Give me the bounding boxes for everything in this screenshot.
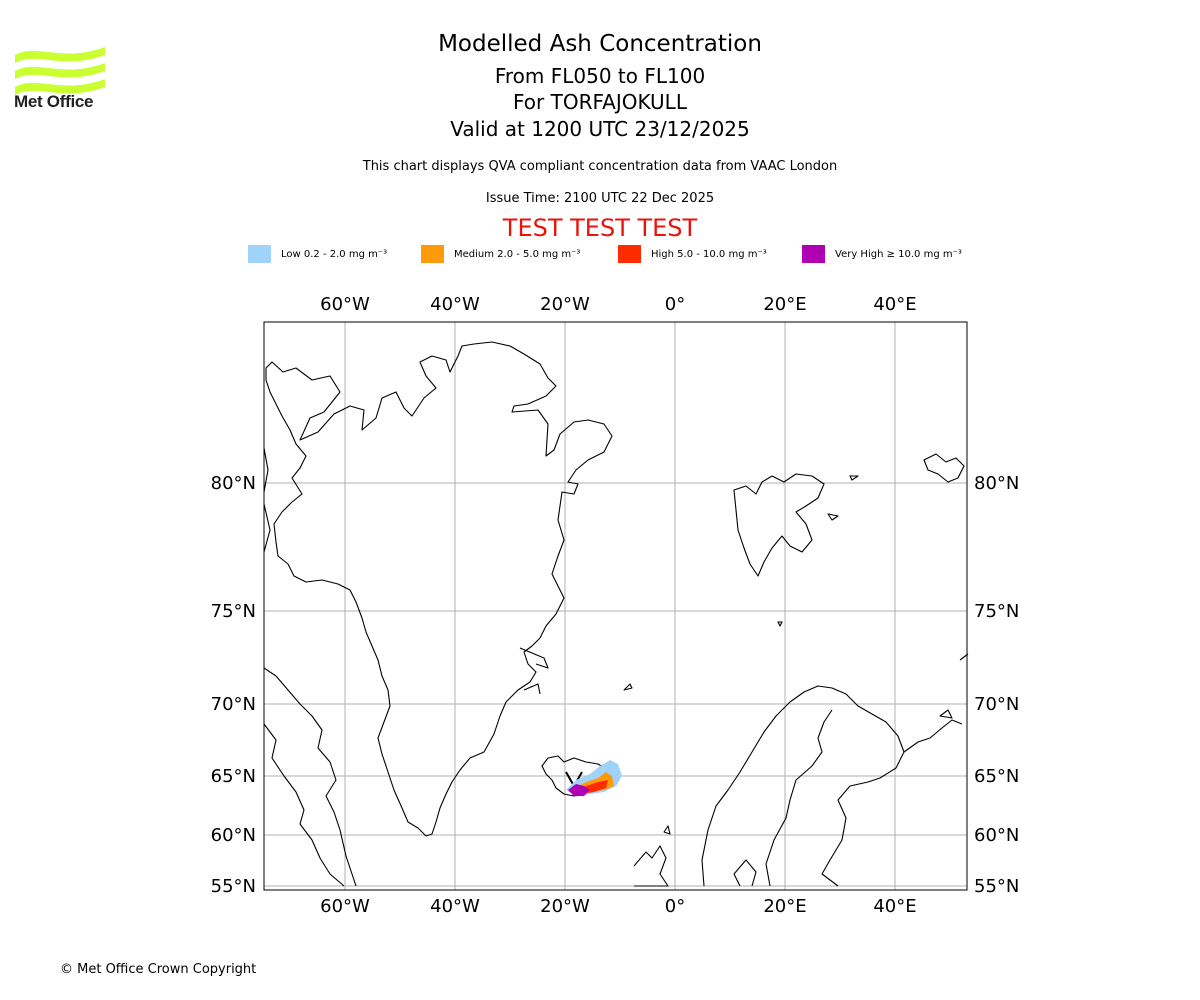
lon-label-20e: 20°E — [763, 294, 806, 315]
chart-description: This chart displays QVA compliant concen… — [362, 159, 838, 174]
greenland-coastline — [265, 341, 613, 837]
legend-swatch-high — [618, 245, 641, 263]
lat-label-70n-right: 70°N — [974, 694, 1019, 715]
legend-label-low: Low 0.2 - 2.0 mg m⁻³ — [281, 248, 388, 260]
valid-time: Valid at 1200 UTC 23/12/2025 — [450, 117, 750, 141]
jan-mayen-coastline — [623, 683, 633, 691]
legend-swatch-low — [248, 245, 271, 263]
legend-label-high: High 5.0 - 10.0 mg m⁻³ — [651, 248, 767, 260]
coastlines — [263, 341, 969, 887]
scandinavia-coastline — [701, 685, 905, 887]
greenland-inner-fjord — [519, 647, 549, 695]
lon-label-20e-bottom: 20°E — [763, 896, 806, 917]
lon-label-60w-bottom: 60°W — [320, 896, 370, 917]
lat-label-80n-right: 80°N — [974, 473, 1019, 494]
legend-item-very-high: Very High ≥ 10.0 mg m⁻³ — [802, 244, 962, 264]
lon-label-20w-bottom: 20°W — [540, 896, 590, 917]
lat-label-70n: 70°N — [211, 694, 256, 715]
lat-label-75n: 75°N — [211, 601, 256, 622]
test-banner: TEST TEST TEST — [502, 214, 698, 242]
ash-map: 60°W 40°W 20°W 0° 20°E 40°E 60°W 40°W 20… — [211, 294, 1020, 917]
chart-title: Modelled Ash Concentration — [438, 31, 762, 57]
lon-label-0: 0° — [665, 294, 685, 315]
flight-levels: From FL050 to FL100 — [494, 64, 706, 88]
legend-label-very-high: Very High ≥ 10.0 mg m⁻³ — [835, 248, 962, 260]
faroe-coastline — [663, 825, 671, 835]
lon-label-40e: 40°E — [873, 294, 916, 315]
lat-labels-right: 80°N 75°N 70°N 65°N 60°N 55°N — [974, 473, 1019, 897]
ash-very-high — [568, 784, 590, 796]
lat-label-60n: 60°N — [211, 825, 256, 846]
volcano-name: For TORFAJOKULL — [513, 90, 687, 114]
uk-coastline — [633, 845, 669, 887]
lon-label-60w: 60°W — [320, 294, 370, 315]
lat-label-60n-right: 60°N — [974, 825, 1019, 846]
map-frame — [263, 321, 968, 891]
lat-label-75n-right: 75°N — [974, 601, 1019, 622]
legend-label-medium: Medium 2.0 - 5.0 mg m⁻³ — [454, 248, 581, 260]
lat-labels-left: 80°N 75°N 70°N 65°N 60°N 55°N — [211, 473, 256, 897]
lon-label-20w: 20°W — [540, 294, 590, 315]
lon-label-40w-bottom: 40°W — [430, 896, 480, 917]
svalbard-islet — [827, 475, 859, 521]
lon-label-40e-bottom: 40°E — [873, 896, 916, 917]
issue-time: Issue Time: 2100 UTC 22 Dec 2025 — [485, 191, 715, 206]
lon-label-40w: 40°W — [430, 294, 480, 315]
logo-text: Met Office — [14, 92, 94, 111]
legend-item-medium: Medium 2.0 - 5.0 mg m⁻³ — [421, 244, 580, 264]
lat-label-80n: 80°N — [211, 473, 256, 494]
lon-labels-bottom: 60°W 40°W 20°W 0° 20°E 40°E — [320, 896, 916, 917]
ash-plume — [566, 760, 622, 796]
svalbard-coastline — [733, 473, 825, 577]
legend-swatch-medium — [421, 245, 444, 263]
lon-label-0-bottom: 0° — [665, 896, 685, 917]
russia-coastline — [903, 653, 969, 753]
bear-island-coastline — [777, 621, 783, 627]
lat-label-65n-right: 65°N — [974, 766, 1019, 787]
met-office-logo-icon — [15, 47, 105, 95]
map-gridlines — [264, 322, 967, 890]
lat-label-65n: 65°N — [211, 766, 256, 787]
legend-swatch-very-high — [802, 245, 825, 263]
copyright-text: © Met Office Crown Copyright — [60, 962, 257, 977]
canada-coastline — [263, 447, 357, 887]
legend-item-high: High 5.0 - 10.0 mg m⁻³ — [618, 244, 767, 264]
lon-labels-top: 60°W 40°W 20°W 0° 20°E 40°E — [320, 294, 916, 315]
legend-item-low: Low 0.2 - 2.0 mg m⁻³ — [248, 244, 387, 264]
lat-label-55n-right: 55°N — [974, 876, 1019, 897]
franz-josef-coastline — [923, 453, 965, 483]
lat-label-55n: 55°N — [211, 876, 256, 897]
